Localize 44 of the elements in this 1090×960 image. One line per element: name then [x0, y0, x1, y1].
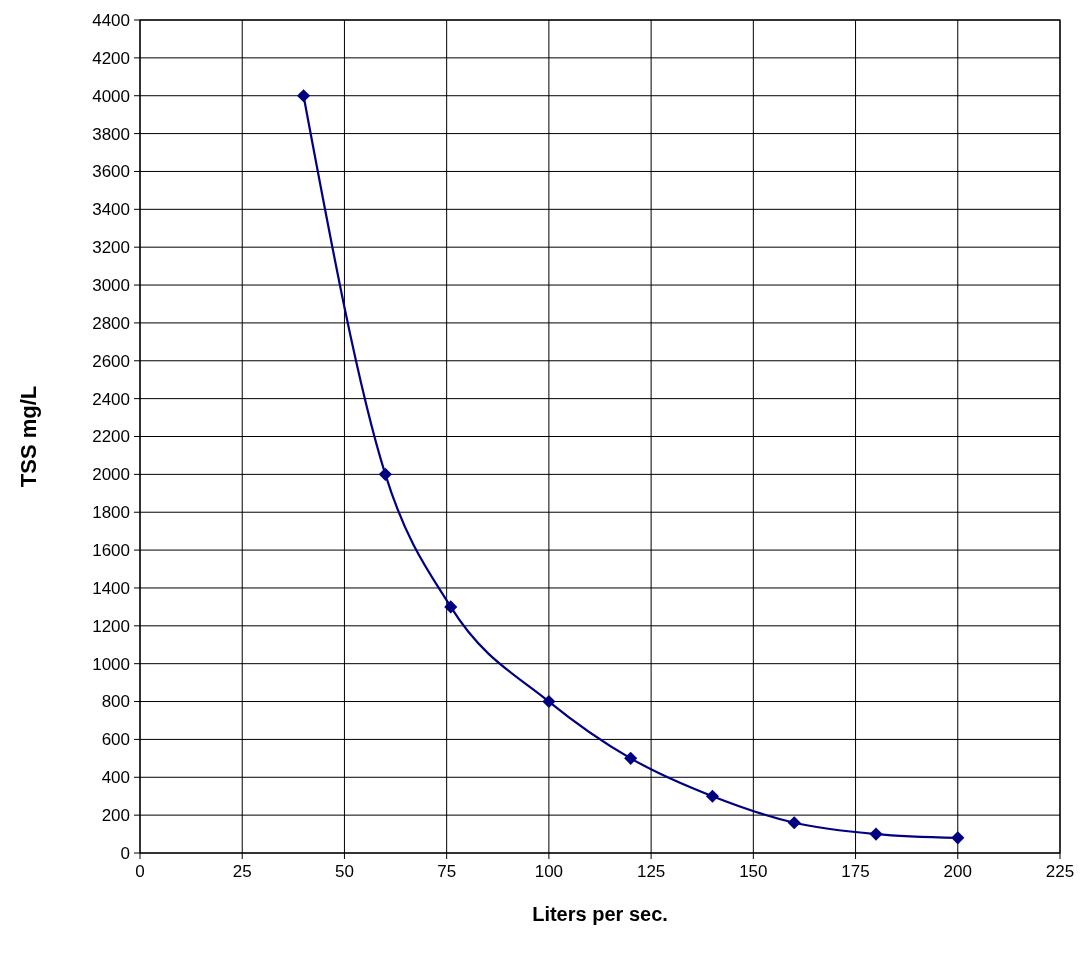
y-tick-label: 1400 [92, 578, 130, 598]
x-tick-label: 225 [1045, 862, 1075, 881]
x-tick-label: 0 [135, 862, 145, 881]
y-tick-label: 0 [120, 843, 130, 863]
y-tick-label: 2400 [92, 389, 130, 409]
point [705, 789, 720, 803]
point [378, 467, 392, 481]
y-tick-label: 1000 [92, 654, 130, 674]
y-tick-label: 1600 [92, 541, 130, 561]
x-tick-label: 100 [534, 862, 564, 881]
point [951, 831, 965, 845]
y-tick-label: 3600 [92, 162, 130, 182]
y-tick-label: 1200 [92, 616, 130, 636]
y-tick-label: 3000 [92, 276, 130, 295]
y-tick-label: 4000 [92, 86, 130, 106]
y-tick-label: 3800 [92, 124, 130, 144]
y-tick-label: 2600 [92, 351, 130, 371]
y-tick-label: 200 [101, 806, 130, 826]
x-tick-label: 50 [334, 862, 354, 881]
y-tick-label: 3400 [92, 200, 130, 220]
x-axis-title: Liters per sec. [532, 903, 668, 925]
y-tick-label: 3200 [92, 238, 130, 258]
x-tick-label: 150 [739, 862, 768, 881]
y-axis-title: TSS mg/L [16, 385, 41, 488]
point [444, 600, 458, 614]
y-tick-label: 600 [101, 730, 130, 750]
y-tick-label: 800 [101, 692, 130, 712]
x-tick-label: 75 [437, 862, 457, 881]
point [787, 816, 801, 830]
y-tick-label: 2000 [92, 465, 130, 485]
point [869, 827, 883, 841]
y-tick-label: 4200 [92, 48, 130, 68]
x-tick-label: 25 [232, 862, 252, 881]
y-tick-label: 1800 [92, 503, 130, 523]
y-tick-label: 4400 [92, 10, 130, 30]
y-tick-label: 400 [101, 768, 130, 788]
y-tick-label: 2800 [92, 313, 130, 333]
y-tick-label: 2200 [92, 427, 130, 447]
x-tick-label: 200 [943, 862, 972, 881]
point [296, 89, 311, 103]
point [624, 751, 638, 765]
x-tick-label: 175 [841, 862, 870, 881]
x-tick-label: 125 [636, 862, 666, 881]
point [542, 694, 556, 709]
